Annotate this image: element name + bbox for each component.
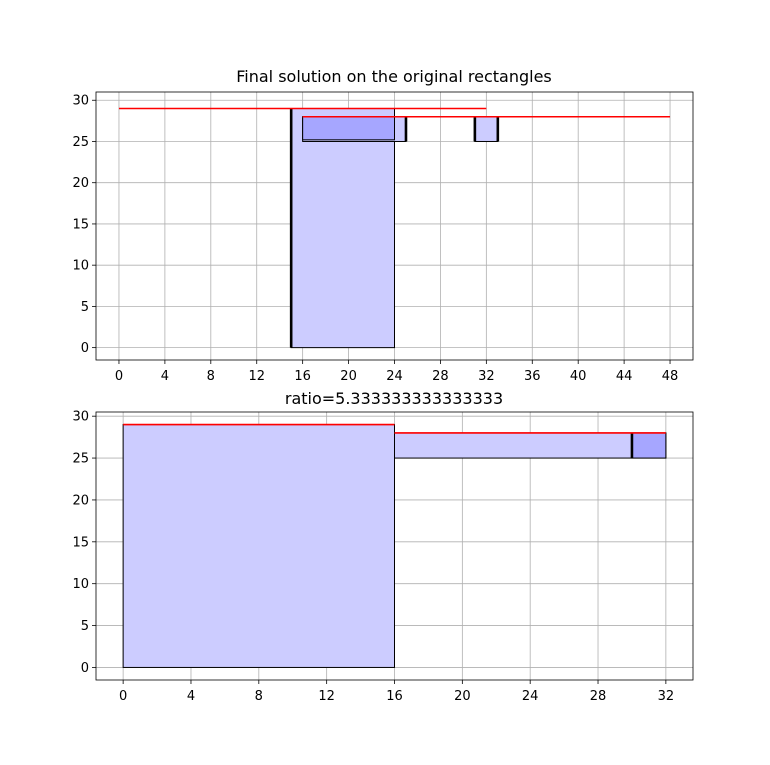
rectangle	[631, 432, 667, 459]
x-tick-label: 36	[524, 369, 541, 384]
x-tick-label: 32	[658, 689, 675, 704]
rectangle	[122, 424, 396, 668]
y-tick-label: 20	[72, 176, 89, 191]
y-tick-label: 5	[81, 619, 89, 634]
x-tick-label: 16	[386, 689, 403, 704]
x-tick-label: 24	[386, 369, 403, 384]
x-tick-label: 0	[115, 369, 123, 384]
y-tick-label: 10	[72, 577, 89, 592]
x-tick-label: 28	[590, 689, 607, 704]
y-tick-label: 25	[72, 452, 89, 467]
rectangle	[290, 107, 395, 349]
x-tick-label: 12	[318, 689, 335, 704]
plot-title: ratio=5.333333333333333	[285, 389, 503, 408]
x-tick-label: 24	[522, 689, 539, 704]
x-tick-label: 8	[255, 689, 263, 704]
plot-original-rectangles: 0 4 8 12 16 20 24 28 32 36 40 44 48051015202530Final…	[72, 67, 694, 384]
x-tick-label: 4	[187, 689, 195, 704]
x-tick-label: 44	[616, 369, 633, 384]
plot-ratio: 0 4 8 12 16 20 24 28 32 0 5 10 15 20 25 30 ratio=5.33333…	[72, 389, 694, 704]
x-tick-label: 48	[662, 369, 679, 384]
y-tick-label: 30	[72, 410, 89, 425]
y-tick-label: 15	[72, 217, 89, 232]
x-tick-label: 40	[570, 369, 587, 384]
y-tick-label: 10	[72, 259, 89, 274]
x-tick-label: 20	[454, 689, 471, 704]
x-tick-label: 20	[340, 369, 357, 384]
y-tick-label: 25	[72, 135, 89, 150]
x-tick-label: 16	[294, 369, 311, 384]
y-tick-label: 0	[81, 661, 89, 676]
plot-title: Final solution on the original rectangle…	[236, 67, 552, 86]
y-tick-label: 5	[81, 300, 89, 315]
y-tick-label: 30	[72, 94, 89, 109]
x-tick-label: 32	[478, 369, 495, 384]
x-tick-label: 0	[119, 689, 127, 704]
rectangle	[394, 432, 667, 459]
x-tick-label: 28	[432, 369, 449, 384]
x-tick-label: 12	[248, 369, 265, 384]
rectangle	[474, 116, 499, 142]
y-tick-label: 0	[81, 341, 89, 356]
y-tick-label: 20	[72, 493, 89, 508]
rectangle	[302, 116, 395, 141]
y-tick-label: 15	[72, 535, 89, 550]
x-tick-label: 4	[161, 369, 169, 384]
x-tick-label: 8	[207, 369, 215, 384]
